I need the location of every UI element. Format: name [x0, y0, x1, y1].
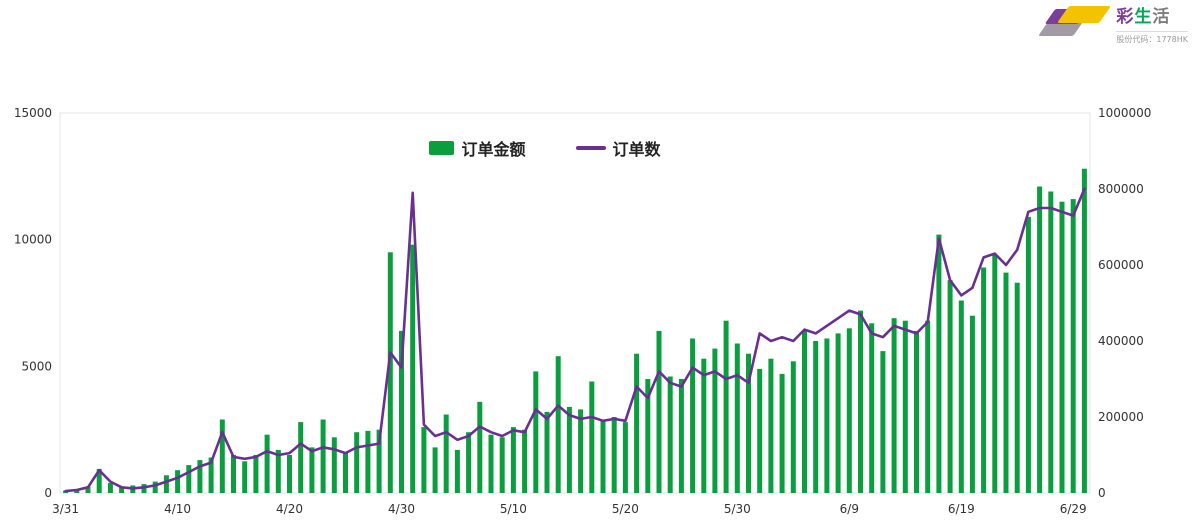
svg-text:10000: 10000: [14, 233, 52, 247]
brand-char-2: 生: [1134, 7, 1153, 27]
svg-text:15000: 15000: [14, 106, 52, 120]
plot-border: [59, 112, 1091, 494]
svg-text:5/10: 5/10: [500, 502, 527, 516]
svg-text:400000: 400000: [1098, 334, 1144, 348]
bars-order-amount[interactable]: [63, 168, 1087, 493]
svg-text:200000: 200000: [1098, 410, 1144, 424]
x-axis-labels: 3/31 4/10 4/20 4/30 5/10 5/20 5/30 6/9 6/19 6/29: [52, 502, 1087, 516]
svg-text:1000000: 1000000: [1098, 106, 1151, 120]
right-axis-labels: 0 200000 400000 600000 800000 1000000: [1098, 106, 1151, 500]
svg-text:6/9: 6/9: [840, 502, 859, 516]
svg-text:5/20: 5/20: [612, 502, 639, 516]
logo-text: 彩生活 股份代码：1778HK: [1116, 6, 1188, 45]
svg-text:0: 0: [44, 486, 52, 500]
svg-text:6/19: 6/19: [948, 502, 975, 516]
svg-text:4/10: 4/10: [164, 502, 191, 516]
line-swatch-icon: [575, 146, 606, 150]
svg-text:5000: 5000: [21, 359, 52, 373]
brand-char-1: 彩: [1116, 7, 1135, 27]
chart-legend: 订单金额 订单数: [0, 136, 1090, 160]
svg-text:0: 0: [1098, 486, 1106, 500]
brand-char-3: 活: [1152, 7, 1171, 27]
svg-text:6/29: 6/29: [1060, 502, 1087, 516]
stock-code: 股份代码：1778HK: [1116, 30, 1188, 45]
brand-name: 彩生活: [1116, 7, 1188, 28]
bar-swatch-icon: [429, 141, 455, 155]
svg-text:600000: 600000: [1098, 258, 1144, 272]
brand-logo: 彩生活 股份代码：1778HK: [1038, 6, 1188, 45]
legend-item-order-count[interactable]: 订单数: [575, 136, 661, 160]
legend-item-order-amount[interactable]: 订单金额: [429, 136, 526, 160]
svg-text:5/30: 5/30: [724, 502, 751, 516]
svg-text:4/30: 4/30: [388, 502, 415, 516]
legend-label-order-count: 订单数: [612, 140, 661, 159]
svg-text:3/31: 3/31: [52, 502, 79, 516]
line-order-count[interactable]: [64, 187, 1086, 493]
legend-label-order-amount: 订单金额: [461, 140, 526, 159]
svg-text:800000: 800000: [1098, 182, 1144, 196]
left-axis-labels: 0 5000 10000 15000: [14, 106, 52, 500]
svg-text:4/20: 4/20: [276, 502, 303, 516]
